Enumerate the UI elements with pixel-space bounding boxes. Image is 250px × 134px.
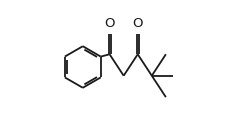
- Text: O: O: [104, 17, 115, 30]
- Text: O: O: [132, 17, 143, 30]
